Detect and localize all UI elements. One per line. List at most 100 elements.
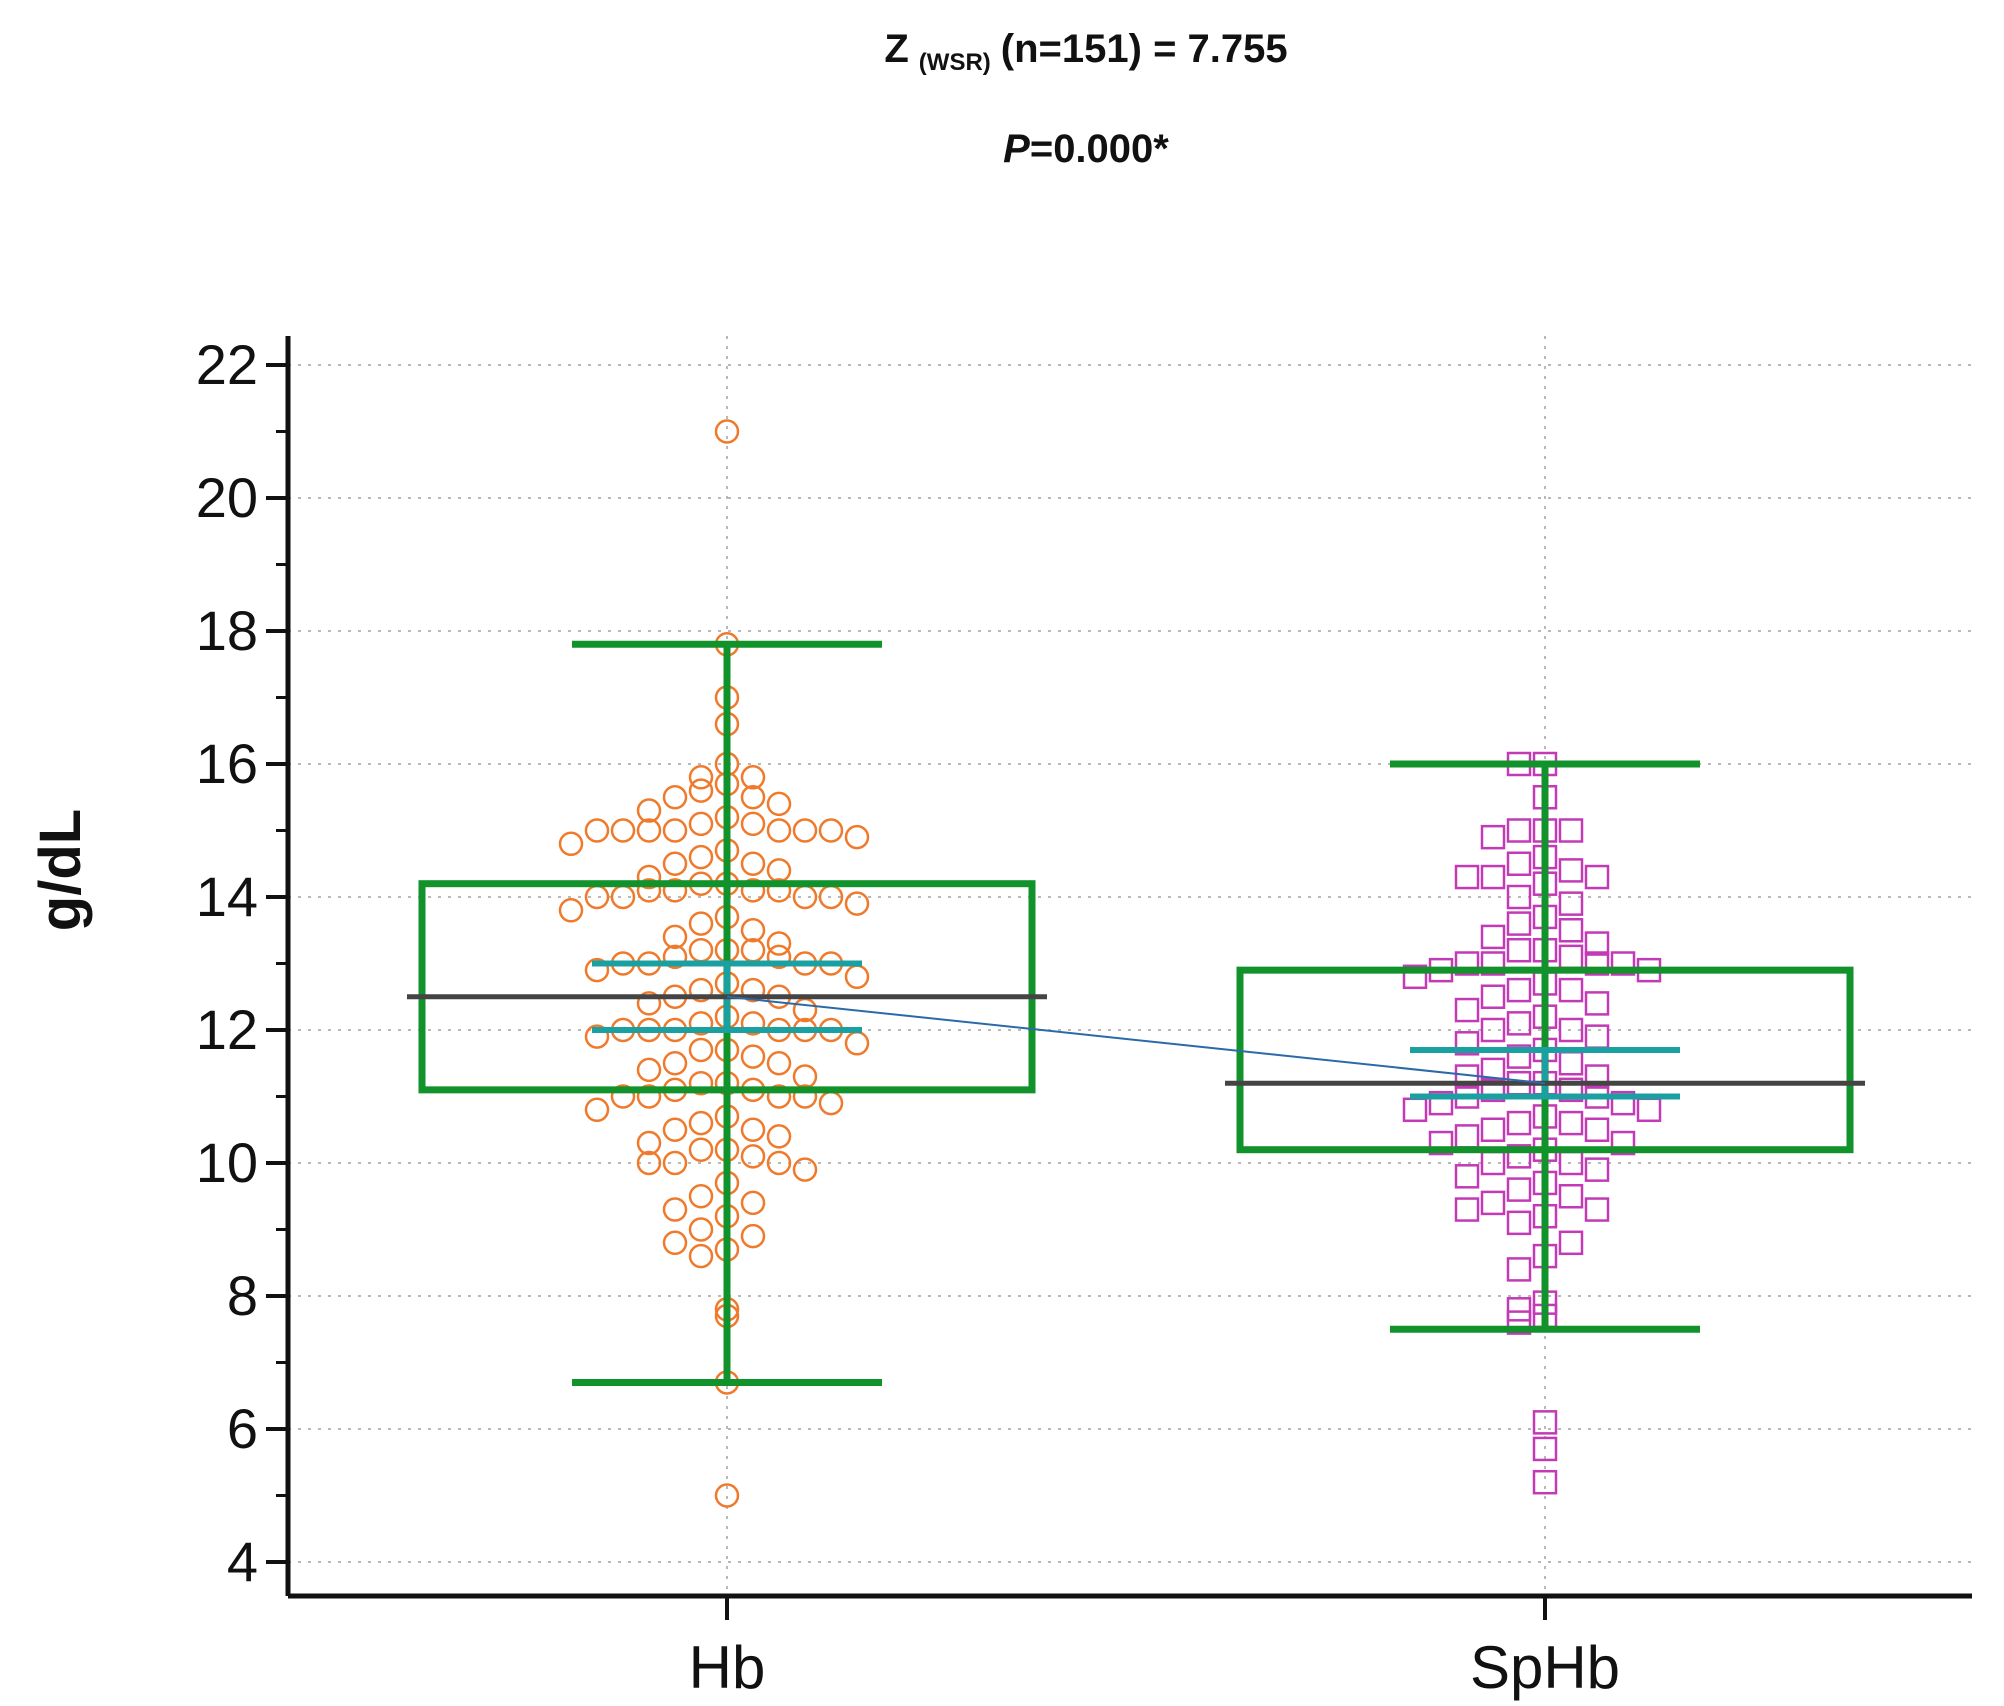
data-point bbox=[766, 1150, 792, 1176]
data-point bbox=[1584, 1117, 1610, 1142]
data-point bbox=[688, 1184, 714, 1209]
data-point bbox=[584, 1024, 610, 1049]
data-point bbox=[1558, 818, 1584, 843]
y-tick-label: 16 bbox=[196, 732, 258, 795]
data-point bbox=[662, 944, 688, 970]
x-ticks: Hb SpHb bbox=[689, 1596, 1620, 1701]
data-point bbox=[636, 864, 662, 890]
data-point bbox=[766, 1124, 792, 1149]
data-point bbox=[636, 1084, 662, 1109]
data-point bbox=[584, 957, 610, 983]
data-point bbox=[1584, 991, 1610, 1016]
data-point bbox=[1506, 1310, 1532, 1335]
data-point bbox=[688, 811, 714, 837]
data-point bbox=[662, 851, 688, 876]
data-point bbox=[740, 977, 766, 1003]
data-point bbox=[662, 924, 688, 950]
data-point bbox=[1480, 864, 1506, 890]
data-point bbox=[766, 1084, 792, 1109]
data-point bbox=[766, 878, 792, 903]
data-point bbox=[740, 1117, 766, 1142]
data-point bbox=[584, 818, 610, 843]
data-point bbox=[1558, 977, 1584, 1003]
data-point bbox=[662, 1051, 688, 1076]
data-point bbox=[792, 818, 818, 843]
data-point bbox=[636, 798, 662, 823]
data-point bbox=[1454, 997, 1480, 1023]
y-tick-label: 22 bbox=[196, 333, 258, 396]
data-point bbox=[1558, 944, 1584, 970]
data-point bbox=[688, 1110, 714, 1136]
x-category-label: Hb bbox=[689, 1634, 766, 1701]
data-point bbox=[1428, 1130, 1454, 1156]
data-point bbox=[740, 918, 766, 943]
data-point bbox=[1428, 1090, 1454, 1116]
data-point bbox=[688, 1011, 714, 1036]
data-point bbox=[1480, 1017, 1506, 1043]
stat-z-label: Z bbox=[884, 27, 908, 71]
data-point bbox=[688, 778, 714, 803]
data-point bbox=[688, 911, 714, 936]
data-point bbox=[740, 878, 766, 903]
data-point bbox=[714, 419, 740, 444]
data-point bbox=[844, 891, 870, 916]
data-point bbox=[1636, 1097, 1662, 1123]
data-point bbox=[766, 818, 792, 843]
stat-z-subscript: (WSR) bbox=[919, 49, 991, 76]
data-point bbox=[662, 818, 688, 843]
stat-line-2: P=0.000* bbox=[1003, 127, 1169, 171]
series-hb-box bbox=[407, 640, 1047, 1386]
data-point bbox=[1480, 984, 1506, 1009]
data-point bbox=[662, 1117, 688, 1142]
data-point bbox=[688, 844, 714, 870]
data-point bbox=[1480, 951, 1506, 976]
data-point bbox=[1454, 951, 1480, 976]
data-point bbox=[792, 1084, 818, 1109]
data-point bbox=[818, 1090, 844, 1116]
stat-line-1: Z (WSR) (n=151) = 7.755 bbox=[884, 27, 1287, 76]
y-tick-label: 8 bbox=[227, 1264, 258, 1327]
data-point bbox=[1584, 931, 1610, 956]
data-point bbox=[1480, 1117, 1506, 1142]
y-tick-label: 12 bbox=[196, 998, 258, 1061]
data-point bbox=[1480, 924, 1506, 950]
data-point bbox=[740, 785, 766, 810]
data-point bbox=[1402, 1097, 1428, 1123]
data-point bbox=[1610, 951, 1636, 976]
data-point bbox=[1584, 951, 1610, 976]
data-point bbox=[1584, 864, 1610, 890]
data-point bbox=[1506, 1044, 1532, 1069]
data-point bbox=[1532, 1410, 1558, 1435]
data-point bbox=[636, 1130, 662, 1156]
data-point bbox=[688, 937, 714, 963]
data-point bbox=[740, 1144, 766, 1169]
data-point bbox=[740, 1190, 766, 1216]
data-point bbox=[1454, 1197, 1480, 1222]
data-point bbox=[662, 878, 688, 903]
y-tick-label: 6 bbox=[227, 1397, 258, 1460]
data-point bbox=[740, 811, 766, 837]
data-point bbox=[1506, 1144, 1532, 1169]
data-point bbox=[1558, 1110, 1584, 1136]
x-category-label: SpHb bbox=[1470, 1634, 1620, 1701]
data-point bbox=[844, 964, 870, 990]
series-hb-points bbox=[558, 419, 870, 1508]
data-point bbox=[818, 818, 844, 843]
grid bbox=[288, 336, 1972, 1596]
data-point bbox=[558, 831, 584, 857]
data-point bbox=[610, 818, 636, 843]
data-point bbox=[1532, 1469, 1558, 1495]
data-point bbox=[1506, 1257, 1532, 1282]
data-point bbox=[688, 1037, 714, 1063]
data-point bbox=[688, 1243, 714, 1269]
data-point bbox=[792, 1157, 818, 1182]
data-point bbox=[792, 884, 818, 910]
data-point bbox=[1558, 1077, 1584, 1103]
stat-z-value: (n=151) = 7.755 bbox=[1001, 27, 1288, 71]
y-tick-label: 18 bbox=[196, 599, 258, 662]
iqr-box bbox=[1236, 966, 1854, 1154]
data-point bbox=[636, 878, 662, 903]
data-point bbox=[1454, 1031, 1480, 1056]
data-point bbox=[610, 1084, 636, 1109]
y-tick-label: 4 bbox=[227, 1530, 258, 1593]
